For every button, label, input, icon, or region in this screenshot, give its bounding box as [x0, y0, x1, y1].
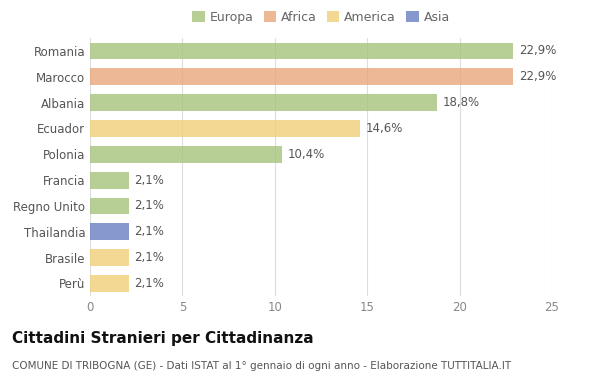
Bar: [90, 249, 129, 266]
Legend: Europa, Africa, America, Asia: Europa, Africa, America, Asia: [190, 8, 452, 26]
Bar: [90, 223, 129, 240]
Text: 2,1%: 2,1%: [134, 277, 164, 290]
Bar: [90, 146, 282, 163]
Bar: [90, 68, 513, 85]
Text: 10,4%: 10,4%: [288, 148, 325, 161]
Bar: [90, 120, 360, 137]
Text: 2,1%: 2,1%: [134, 225, 164, 238]
Bar: [90, 43, 513, 59]
Bar: [90, 94, 437, 111]
Text: 22,9%: 22,9%: [519, 44, 556, 57]
Bar: [90, 198, 129, 214]
Text: Cittadini Stranieri per Cittadinanza: Cittadini Stranieri per Cittadinanza: [12, 331, 314, 345]
Text: 18,8%: 18,8%: [443, 96, 480, 109]
Text: 2,1%: 2,1%: [134, 251, 164, 264]
Text: 2,1%: 2,1%: [134, 200, 164, 212]
Text: COMUNE DI TRIBOGNA (GE) - Dati ISTAT al 1° gennaio di ogni anno - Elaborazione T: COMUNE DI TRIBOGNA (GE) - Dati ISTAT al …: [12, 361, 511, 371]
Bar: [90, 172, 129, 188]
Text: 22,9%: 22,9%: [519, 70, 556, 83]
Bar: [90, 275, 129, 292]
Text: 14,6%: 14,6%: [365, 122, 403, 135]
Text: 2,1%: 2,1%: [134, 174, 164, 187]
